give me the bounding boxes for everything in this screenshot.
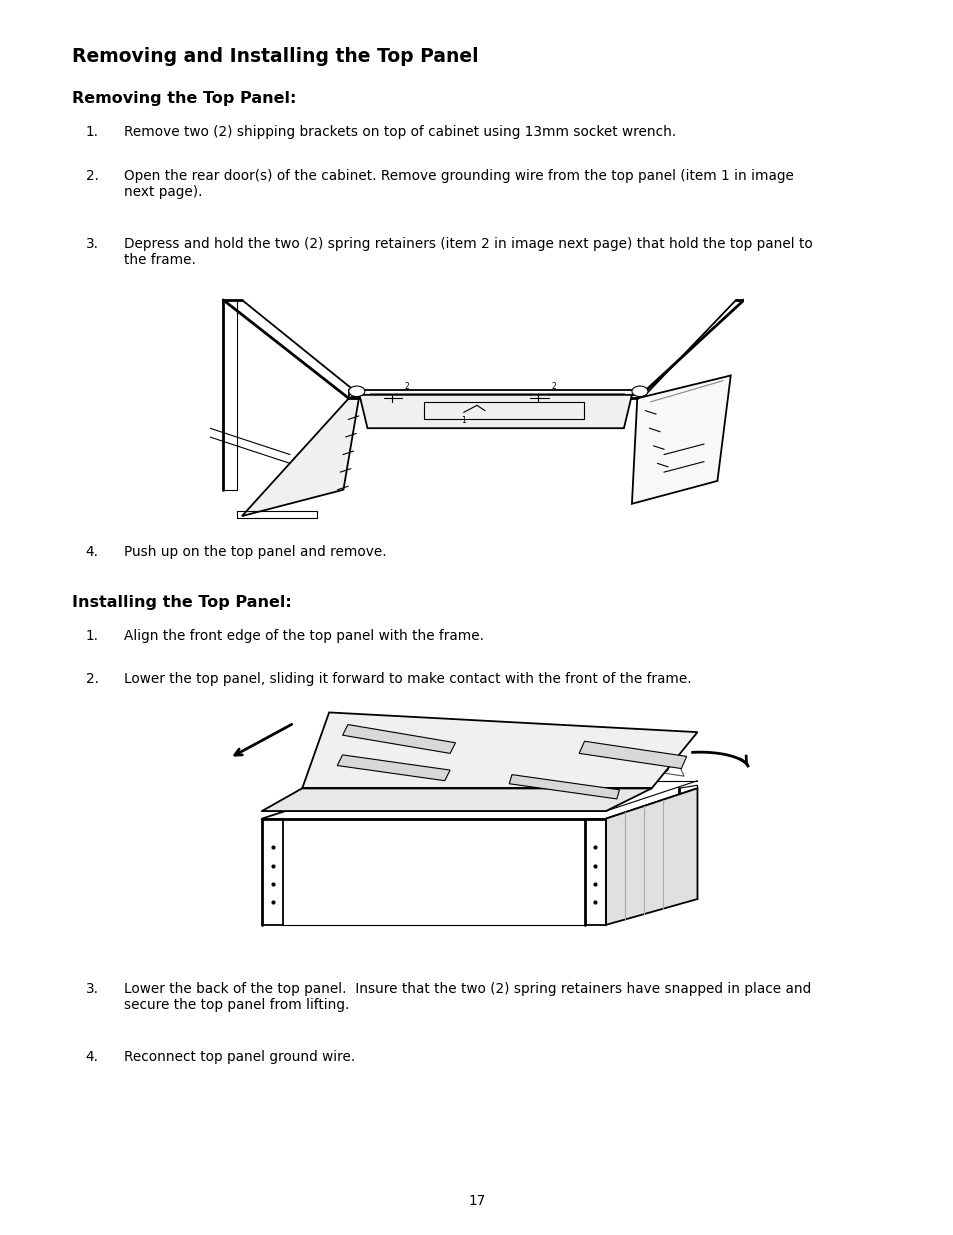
Polygon shape: [302, 713, 697, 788]
Polygon shape: [262, 788, 651, 811]
Text: 3.: 3.: [86, 237, 99, 251]
Text: Lower the back of the top panel.  Insure that the two (2) spring retainers have : Lower the back of the top panel. Insure …: [124, 982, 810, 1011]
Circle shape: [631, 387, 647, 396]
Polygon shape: [631, 375, 730, 504]
Text: Push up on the top panel and remove.: Push up on the top panel and remove.: [124, 546, 386, 559]
Text: 3.: 3.: [86, 982, 99, 995]
Text: 2.: 2.: [86, 673, 99, 687]
Polygon shape: [578, 741, 686, 768]
Text: 1.: 1.: [86, 629, 99, 642]
Text: 17: 17: [468, 1194, 485, 1208]
Text: Remove two (2) shipping brackets on top of cabinet using 13mm socket wrench.: Remove two (2) shipping brackets on top …: [124, 125, 676, 138]
Text: Align the front edge of the top panel with the frame.: Align the front edge of the top panel wi…: [124, 629, 483, 642]
Text: 4.: 4.: [86, 1050, 99, 1063]
Text: 1.: 1.: [86, 125, 99, 138]
Text: 2.: 2.: [86, 169, 99, 183]
Text: 4.: 4.: [86, 546, 99, 559]
Text: Lower the top panel, sliding it forward to make contact with the front of the fr: Lower the top panel, sliding it forward …: [124, 673, 691, 687]
Text: 1: 1: [461, 416, 465, 425]
Polygon shape: [336, 755, 450, 781]
Circle shape: [349, 387, 364, 396]
Polygon shape: [359, 395, 631, 429]
Text: Removing the Top Panel:: Removing the Top Panel:: [71, 91, 295, 106]
Text: Reconnect top panel ground wire.: Reconnect top panel ground wire.: [124, 1050, 355, 1063]
Polygon shape: [242, 395, 359, 516]
Text: Open the rear door(s) of the cabinet. Remove grounding wire from the top panel (: Open the rear door(s) of the cabinet. Re…: [124, 169, 793, 199]
Text: Installing the Top Panel:: Installing the Top Panel:: [71, 595, 291, 610]
Polygon shape: [342, 725, 455, 753]
Text: 2: 2: [404, 383, 409, 391]
Text: 2: 2: [551, 383, 556, 391]
Polygon shape: [509, 774, 618, 799]
Text: Removing and Installing the Top Panel: Removing and Installing the Top Panel: [71, 47, 477, 65]
Text: Depress and hold the two (2) spring retainers (item 2 in image next page) that h: Depress and hold the two (2) spring reta…: [124, 237, 812, 267]
Polygon shape: [605, 788, 697, 925]
